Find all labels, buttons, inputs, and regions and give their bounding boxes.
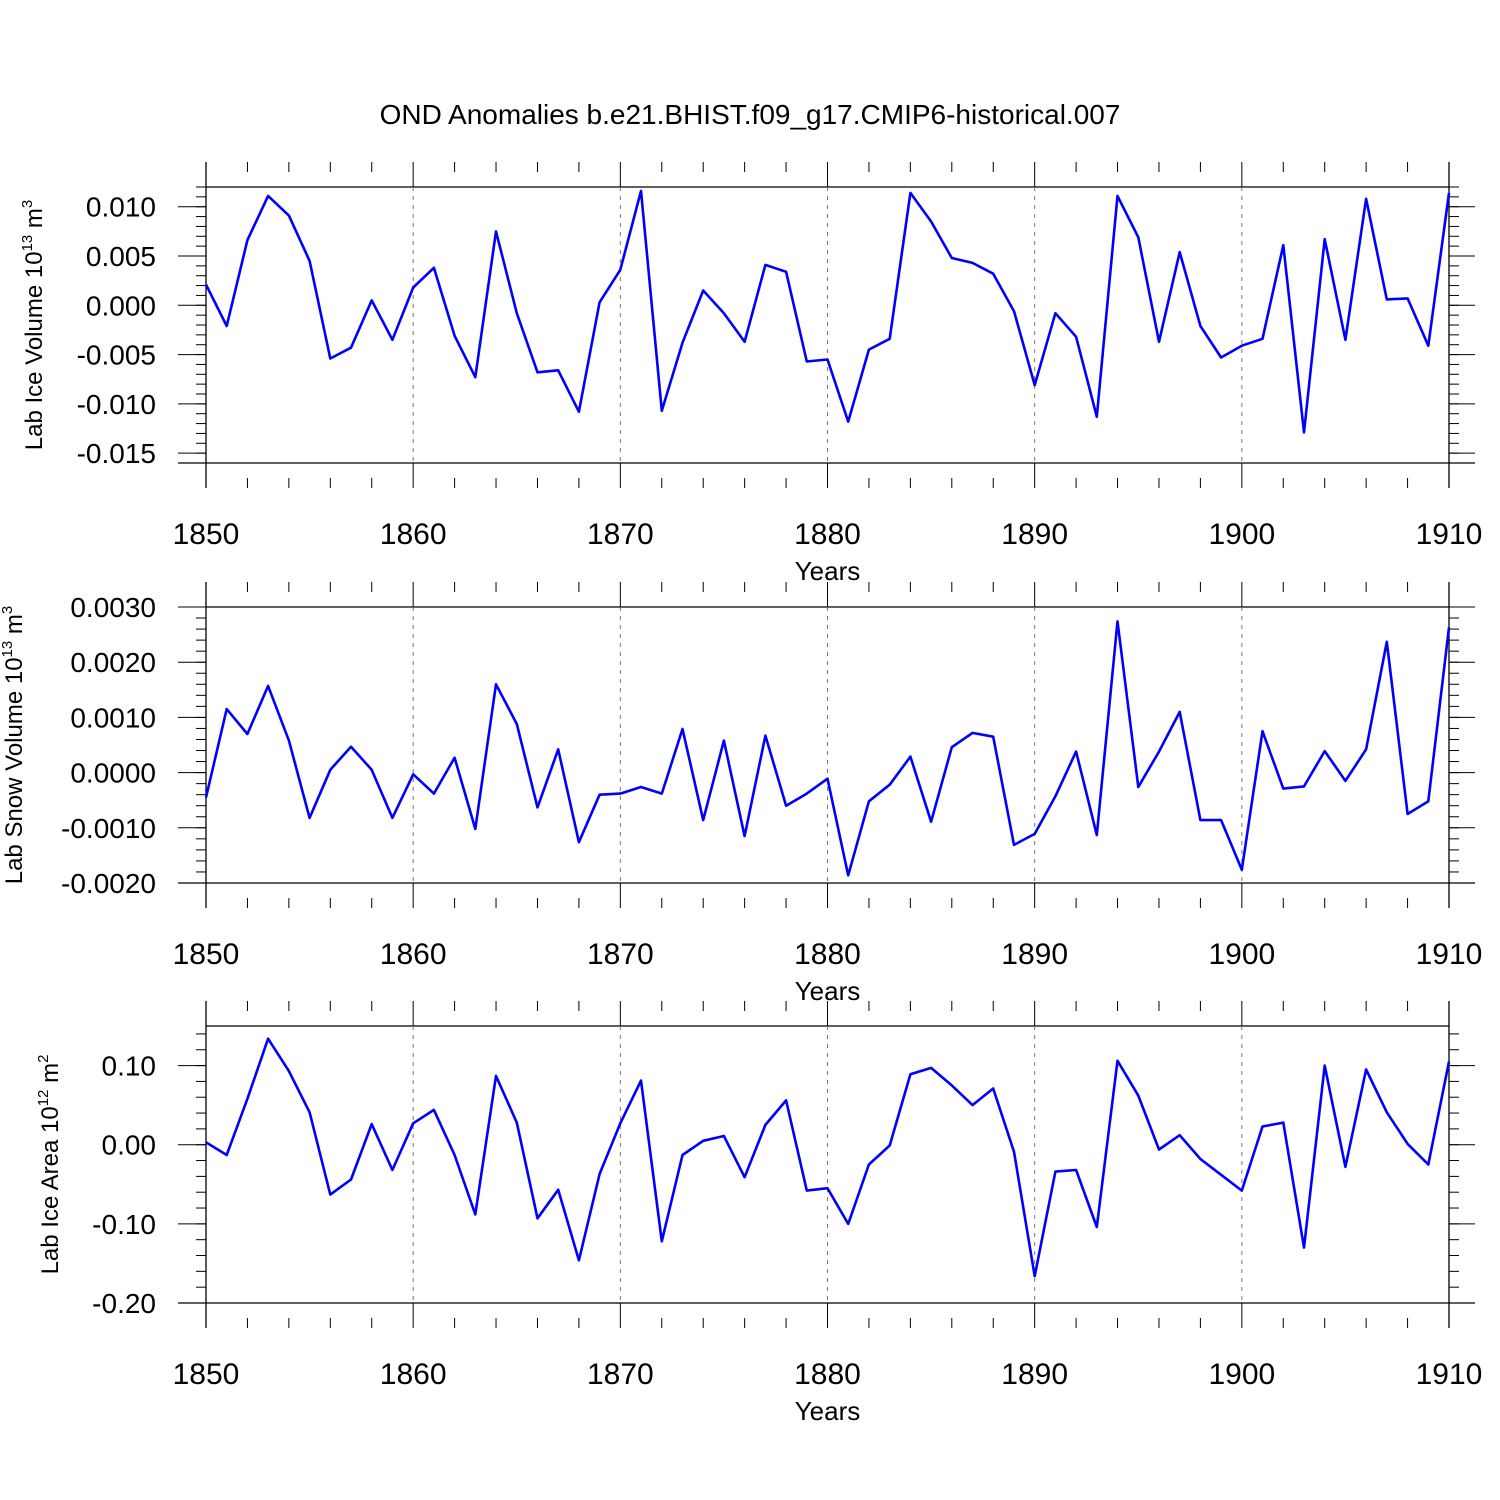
x-tick-label: 1910 bbox=[1416, 518, 1483, 551]
y-axis-title-exponent: 13 bbox=[19, 235, 36, 252]
y-axis-title-text: Lab Ice Area 10 bbox=[37, 1106, 64, 1274]
x-tick-label: 1880 bbox=[794, 938, 861, 971]
x-tick-label: 1890 bbox=[1001, 938, 1068, 971]
x-tick-label: 1900 bbox=[1208, 518, 1275, 551]
y-tick-label: 0.005 bbox=[86, 241, 156, 272]
x-tick-label: 1900 bbox=[1208, 938, 1275, 971]
x-tick-label: 1860 bbox=[380, 1358, 447, 1391]
y-axis-title-text: Lab Snow Volume 10 bbox=[1, 657, 28, 884]
x-axis-title: Years bbox=[795, 1396, 861, 1426]
y-tick-label: -0.010 bbox=[77, 389, 156, 420]
x-tick-label: 1890 bbox=[1001, 518, 1068, 551]
y-tick-label: -0.20 bbox=[92, 1288, 156, 1319]
panel-1: 1850 1860 1870 1880 1890 1900 1910 0.010 0.005 0.… bbox=[19, 162, 1482, 586]
x-tick-label: 1860 bbox=[380, 938, 447, 971]
x-tick-label: 1850 bbox=[173, 1358, 240, 1391]
x-tick-label: 1870 bbox=[587, 938, 654, 971]
x-tick-label: 1900 bbox=[1208, 1358, 1275, 1391]
x-tick-label: 1880 bbox=[794, 1358, 861, 1391]
chart-title: OND Anomalies b.e21.BHIST.f09_g17.CMIP6-… bbox=[380, 99, 1121, 130]
y-tick-label: -0.0020 bbox=[61, 868, 156, 899]
y-tick-label: 0.000 bbox=[86, 290, 156, 321]
x-tick-label: 1850 bbox=[173, 938, 240, 971]
series-line bbox=[204, 620, 1451, 877]
y-tick-label: -0.015 bbox=[77, 438, 156, 469]
x-tick-label: 1850 bbox=[173, 518, 240, 551]
y-tick-label: 0.0030 bbox=[70, 592, 156, 623]
x-tick-label: 1870 bbox=[587, 518, 654, 551]
y-axis-title-exponent: 12 bbox=[35, 1090, 52, 1107]
series-line bbox=[205, 1037, 1451, 1278]
series-line bbox=[204, 189, 1451, 434]
y-tick-label: -0.005 bbox=[77, 340, 156, 371]
x-axis-title: Years bbox=[795, 556, 861, 586]
x-tick-label: 1890 bbox=[1001, 1358, 1068, 1391]
x-tick-label: 1910 bbox=[1416, 1358, 1483, 1391]
y-axis-title-unit-exponent: 3 bbox=[19, 200, 36, 208]
y-axis-title-text: Lab Ice Volume 10 bbox=[21, 251, 48, 450]
y-axis-title-unit: m bbox=[21, 208, 48, 235]
x-tick-label: 1880 bbox=[794, 518, 861, 551]
y-axis-title: Lab Ice Volume 1013 m3 bbox=[19, 200, 48, 451]
y-tick-label: 0.0000 bbox=[70, 758, 156, 789]
x-tick-label: 1870 bbox=[587, 1358, 654, 1391]
y-axis-title-unit: m bbox=[1, 614, 28, 641]
x-tick-label: 1860 bbox=[380, 518, 447, 551]
y-tick-label: 0.00 bbox=[102, 1130, 157, 1161]
y-axis-title-exponent: 13 bbox=[0, 641, 16, 658]
y-axis-title-unit-exponent: 3 bbox=[0, 606, 16, 614]
panel-3: 1850 1860 1870 1880 1890 1900 1910 0.10 0.00 -0.1… bbox=[35, 1001, 1482, 1426]
y-tick-label: 0.0020 bbox=[70, 647, 156, 678]
y-axis-title-unit: m bbox=[37, 1063, 64, 1090]
y-tick-label: -0.0010 bbox=[61, 813, 156, 844]
panels-container: 1850 1860 1870 1880 1890 1900 1910 0.010 0.005 0.… bbox=[0, 162, 1482, 1426]
y-axis-title-unit-exponent: 2 bbox=[35, 1055, 52, 1063]
y-tick-label: 0.0010 bbox=[70, 702, 156, 733]
y-tick-label: 0.010 bbox=[86, 192, 156, 223]
y-tick-label: -0.10 bbox=[92, 1209, 156, 1240]
panel-2: 1850 1860 1870 1880 1890 1900 1910 0.0030 0.0020… bbox=[0, 582, 1482, 1006]
y-axis-title: Lab Snow Volume 1013 m3 bbox=[0, 606, 28, 885]
y-axis-title: Lab Ice Area 1012 m2 bbox=[35, 1055, 64, 1275]
x-tick-label: 1910 bbox=[1416, 938, 1483, 971]
y-tick-label: 0.10 bbox=[102, 1051, 157, 1082]
